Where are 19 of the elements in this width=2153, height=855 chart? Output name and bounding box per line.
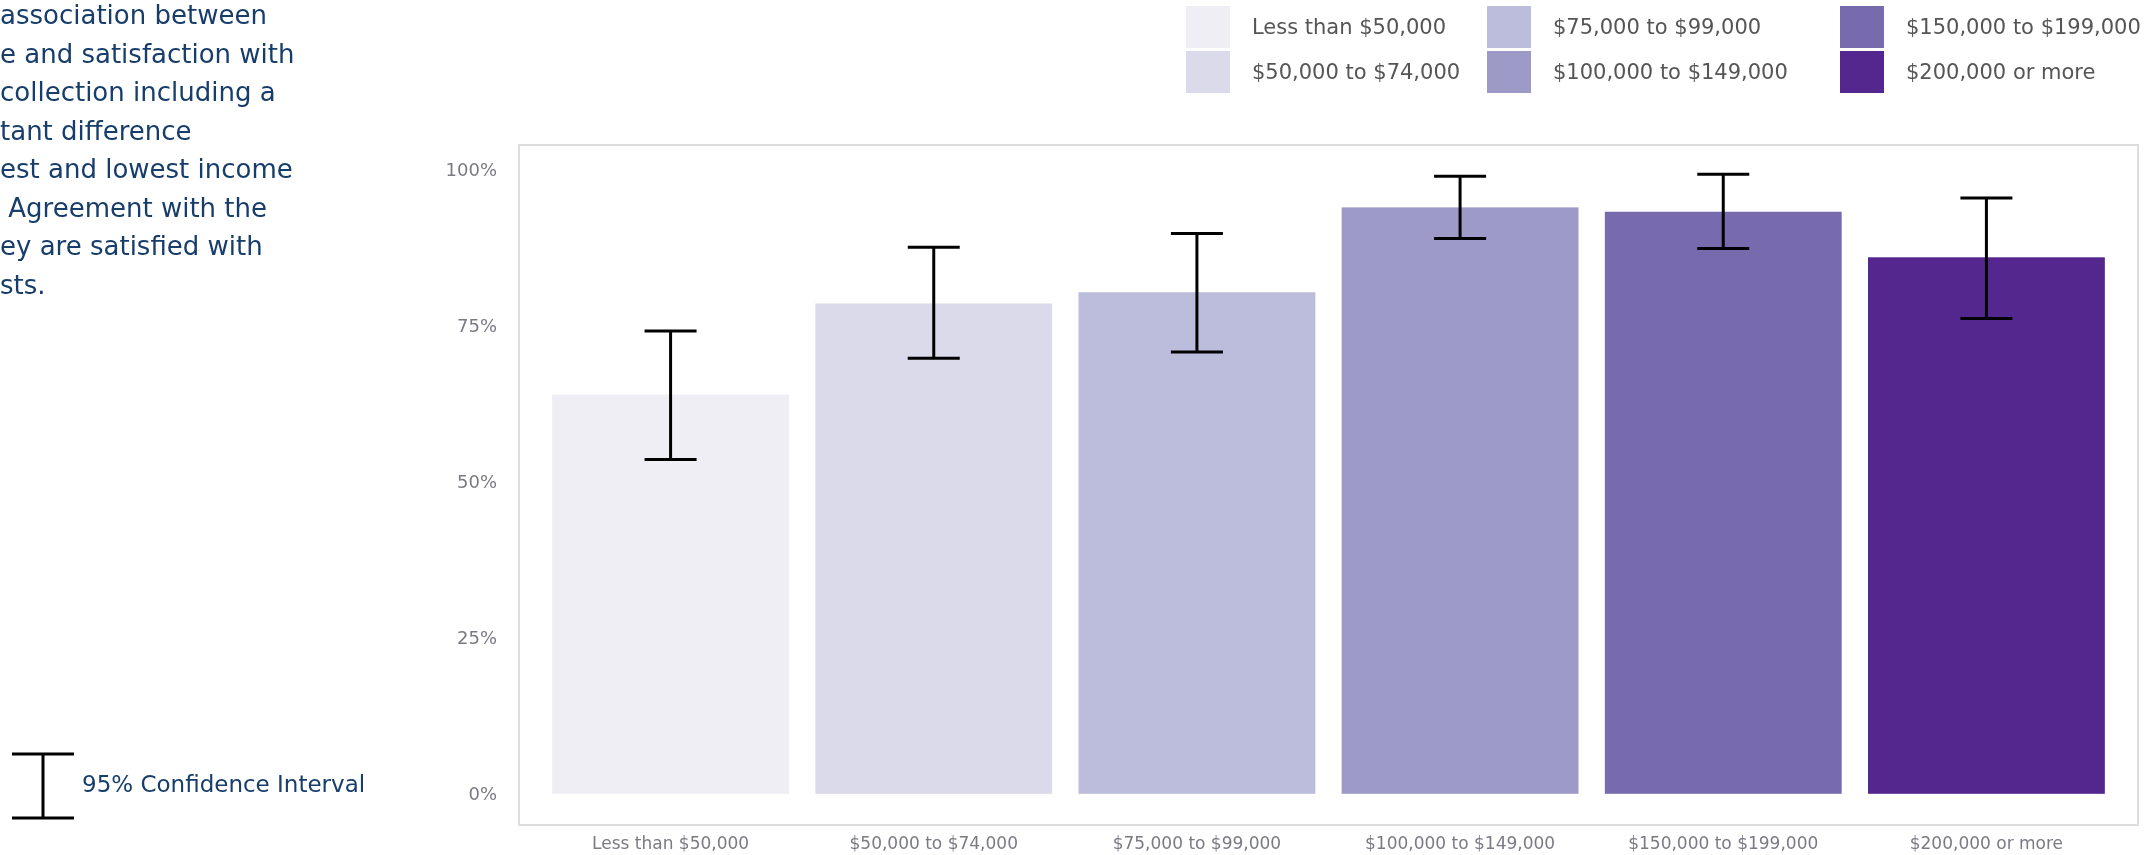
legend-label: $100,000 to $149,000 xyxy=(1553,60,1788,85)
y-tick-label: 0% xyxy=(468,783,497,805)
y-tick-label: 75% xyxy=(456,315,497,337)
x-tick-label: $200,000 or more xyxy=(1909,832,2064,853)
x-tick-label: $75,000 to $99,000 xyxy=(1112,832,1282,853)
legend-label: $50,000 to $74,000 xyxy=(1252,60,1461,85)
text: association between e and satisfaction with collection including a tant difference est and lowest income Agreement with the ey are satisfied with sts. xyxy=(0,0,295,300)
x-tick-label: $100,000 to $149,000 xyxy=(1365,832,1556,853)
x-tick-label: Less than $50,000 xyxy=(592,832,750,853)
x-tick-label: $50,000 to $74,000 xyxy=(849,832,1018,853)
legend-label: $200,000 or more xyxy=(1906,60,2096,85)
y-tick-label: 100% xyxy=(445,159,497,181)
y-tick-label: 50% xyxy=(456,471,497,493)
text: 95% Confidence Interval xyxy=(82,771,366,797)
legend-label: $150,000 to $199,000 xyxy=(1906,15,2141,40)
legend-label: $75,000 to $99,000 xyxy=(1553,15,1762,40)
y-tick-label: 25% xyxy=(456,627,497,649)
legend-label: Less than $50,000 xyxy=(1252,15,1447,40)
x-tick-label: $150,000 to $199,000 xyxy=(1628,832,1819,853)
